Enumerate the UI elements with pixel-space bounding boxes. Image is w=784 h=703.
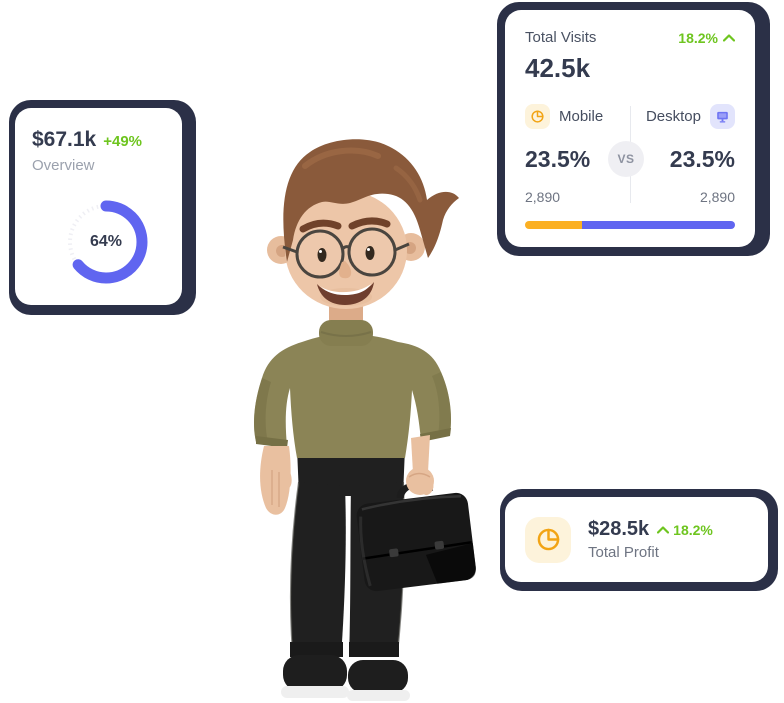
overview-donut-percent: 64% bbox=[89, 233, 123, 250]
character-right-hand bbox=[406, 467, 434, 496]
overview-delta: +49% bbox=[103, 133, 143, 150]
total-visits-value: 42.5k bbox=[525, 53, 591, 83]
bar-desktop bbox=[581, 221, 735, 229]
visits-split-bar bbox=[525, 221, 735, 229]
overview-donut-arc bbox=[64, 200, 148, 284]
character-hair bbox=[283, 139, 459, 262]
total-visits-title: Total Visits bbox=[525, 29, 597, 46]
bar-mobile bbox=[525, 221, 582, 229]
total-profit-delta: 18.2% bbox=[657, 522, 713, 538]
character-collar bbox=[319, 320, 373, 346]
character-eyebrow bbox=[299, 219, 342, 233]
overview-card: $67.1k +49% Overview 64% bbox=[15, 108, 182, 305]
character-nose bbox=[339, 261, 352, 279]
character-left-hand bbox=[260, 446, 292, 515]
desktop-count: 2,890 bbox=[699, 189, 735, 205]
mobile-percent: 23.5% bbox=[525, 145, 591, 172]
vs-badge: VS bbox=[607, 141, 644, 177]
mobile-label: Mobile bbox=[559, 108, 604, 125]
desktop-icon-chip bbox=[710, 104, 735, 129]
arrow-up-icon bbox=[723, 33, 735, 42]
character-eye bbox=[365, 246, 375, 260]
mobile-legend: Mobile bbox=[525, 104, 606, 129]
overview-donut-chart: 64% bbox=[60, 196, 152, 288]
total-visits-card: Total Visits 18.2% 42.5k Mobile bbox=[505, 10, 755, 247]
arrow-up-icon bbox=[657, 525, 670, 534]
desktop-label: Desktop bbox=[645, 108, 701, 125]
profit-icon-chip bbox=[525, 516, 571, 563]
character-shoes bbox=[281, 655, 410, 701]
briefcase bbox=[356, 481, 476, 592]
desktop-legend: Desktop bbox=[646, 104, 735, 129]
character-eyebrow bbox=[348, 217, 391, 230]
total-visits-delta: 18.2% bbox=[678, 30, 735, 46]
total-profit-label: Total Profit bbox=[588, 544, 659, 561]
monitor-icon bbox=[717, 111, 728, 123]
total-profit-card: $28.5k 18.2% Total Profit bbox=[505, 497, 768, 582]
total-profit-delta-value: 18.2% bbox=[673, 521, 713, 538]
character-eye bbox=[317, 248, 327, 262]
overview-value: $67.1k bbox=[32, 128, 97, 151]
overview-label: Overview bbox=[32, 157, 95, 174]
total-visits-delta-value: 18.2% bbox=[678, 29, 718, 46]
character-sweater bbox=[254, 334, 451, 458]
mobile-icon-chip bbox=[525, 104, 550, 129]
desktop-percent: 23.5% bbox=[669, 145, 735, 172]
character-mouth bbox=[317, 282, 374, 305]
mobile-count: 2,890 bbox=[525, 189, 561, 205]
pie-chart-icon bbox=[531, 110, 544, 123]
pie-chart-icon bbox=[537, 528, 559, 551]
total-profit-value: $28.5k bbox=[588, 518, 650, 540]
